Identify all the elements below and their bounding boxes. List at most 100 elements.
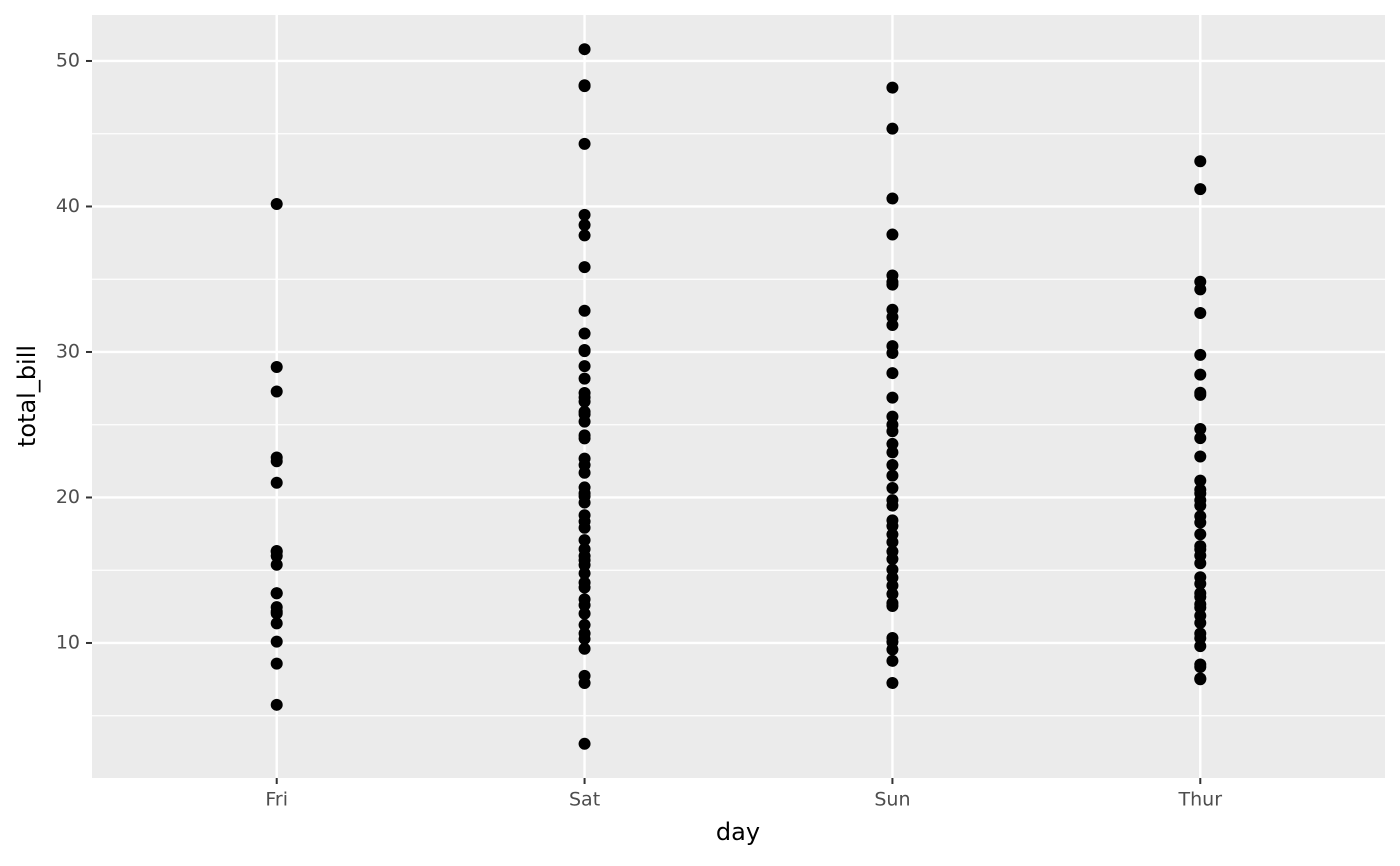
point [886, 425, 899, 438]
point [886, 319, 899, 332]
y-tick-label: 20 [56, 486, 80, 508]
point [1194, 616, 1207, 629]
point [1194, 450, 1207, 463]
y-tick-label: 30 [56, 340, 80, 362]
point [270, 385, 283, 398]
point [578, 466, 591, 479]
point [578, 599, 591, 612]
point [578, 496, 591, 509]
point [578, 415, 591, 428]
point [886, 676, 899, 689]
point [1194, 183, 1207, 196]
point [578, 80, 591, 93]
point [886, 122, 899, 135]
point [1194, 422, 1207, 435]
point [1194, 673, 1207, 686]
point [578, 581, 591, 594]
x-tick-label: Sun [874, 789, 910, 811]
point [886, 519, 899, 532]
point [578, 345, 591, 358]
point [1194, 474, 1207, 487]
point [270, 635, 283, 648]
point [886, 228, 899, 241]
point [886, 278, 899, 291]
panel [92, 15, 1385, 778]
point [578, 360, 591, 373]
point [886, 192, 899, 205]
point [1194, 368, 1207, 381]
point [886, 579, 899, 592]
point [270, 587, 283, 600]
point [578, 534, 591, 547]
point [578, 432, 591, 445]
point [578, 261, 591, 274]
point [270, 451, 283, 464]
point [578, 304, 591, 317]
point [578, 218, 591, 231]
point [1194, 306, 1207, 319]
point [1194, 388, 1207, 401]
x-tick-label: Thur [1178, 789, 1223, 811]
point [1194, 660, 1207, 673]
point [886, 81, 899, 94]
point [886, 459, 899, 472]
point [886, 346, 899, 359]
point [1194, 528, 1207, 541]
point [578, 137, 591, 150]
point [578, 229, 591, 242]
point [578, 567, 591, 580]
point [886, 391, 899, 404]
point [578, 618, 591, 631]
y-tick-label: 40 [56, 195, 80, 217]
point [270, 360, 283, 373]
point [886, 600, 899, 613]
point [270, 476, 283, 489]
point [886, 446, 899, 459]
point [886, 469, 899, 482]
point [578, 642, 591, 655]
point [886, 643, 899, 656]
point [886, 553, 899, 566]
point [1194, 577, 1207, 590]
point [886, 367, 899, 380]
point [886, 587, 899, 600]
point [578, 558, 591, 571]
point [270, 617, 283, 630]
point [578, 395, 591, 408]
y-tick-label: 50 [56, 49, 80, 71]
point [578, 327, 591, 340]
point [886, 499, 899, 512]
point [886, 654, 899, 667]
point [270, 545, 283, 558]
point [578, 43, 591, 56]
point [1194, 557, 1207, 570]
x-tick-label: Sat [569, 789, 600, 811]
point [578, 521, 591, 534]
point [578, 607, 591, 620]
point [578, 208, 591, 221]
point [1194, 348, 1207, 361]
point [270, 605, 283, 618]
point [886, 536, 899, 549]
point [1194, 155, 1207, 168]
point [270, 198, 283, 211]
point [1194, 516, 1207, 529]
point [578, 632, 591, 645]
point [1194, 283, 1207, 296]
point [1194, 432, 1207, 445]
point [1194, 499, 1207, 512]
point [578, 372, 591, 385]
y-axis-title: total_bill [13, 345, 41, 447]
x-tick-label: Fri [265, 789, 288, 811]
point [1194, 640, 1207, 653]
point [270, 657, 283, 670]
point [886, 437, 899, 450]
point [270, 558, 283, 571]
point [270, 698, 283, 711]
x-axis-title: day [716, 818, 760, 846]
y-tick-label: 10 [56, 631, 80, 653]
point [578, 737, 591, 750]
point [886, 482, 899, 495]
point [578, 676, 591, 689]
